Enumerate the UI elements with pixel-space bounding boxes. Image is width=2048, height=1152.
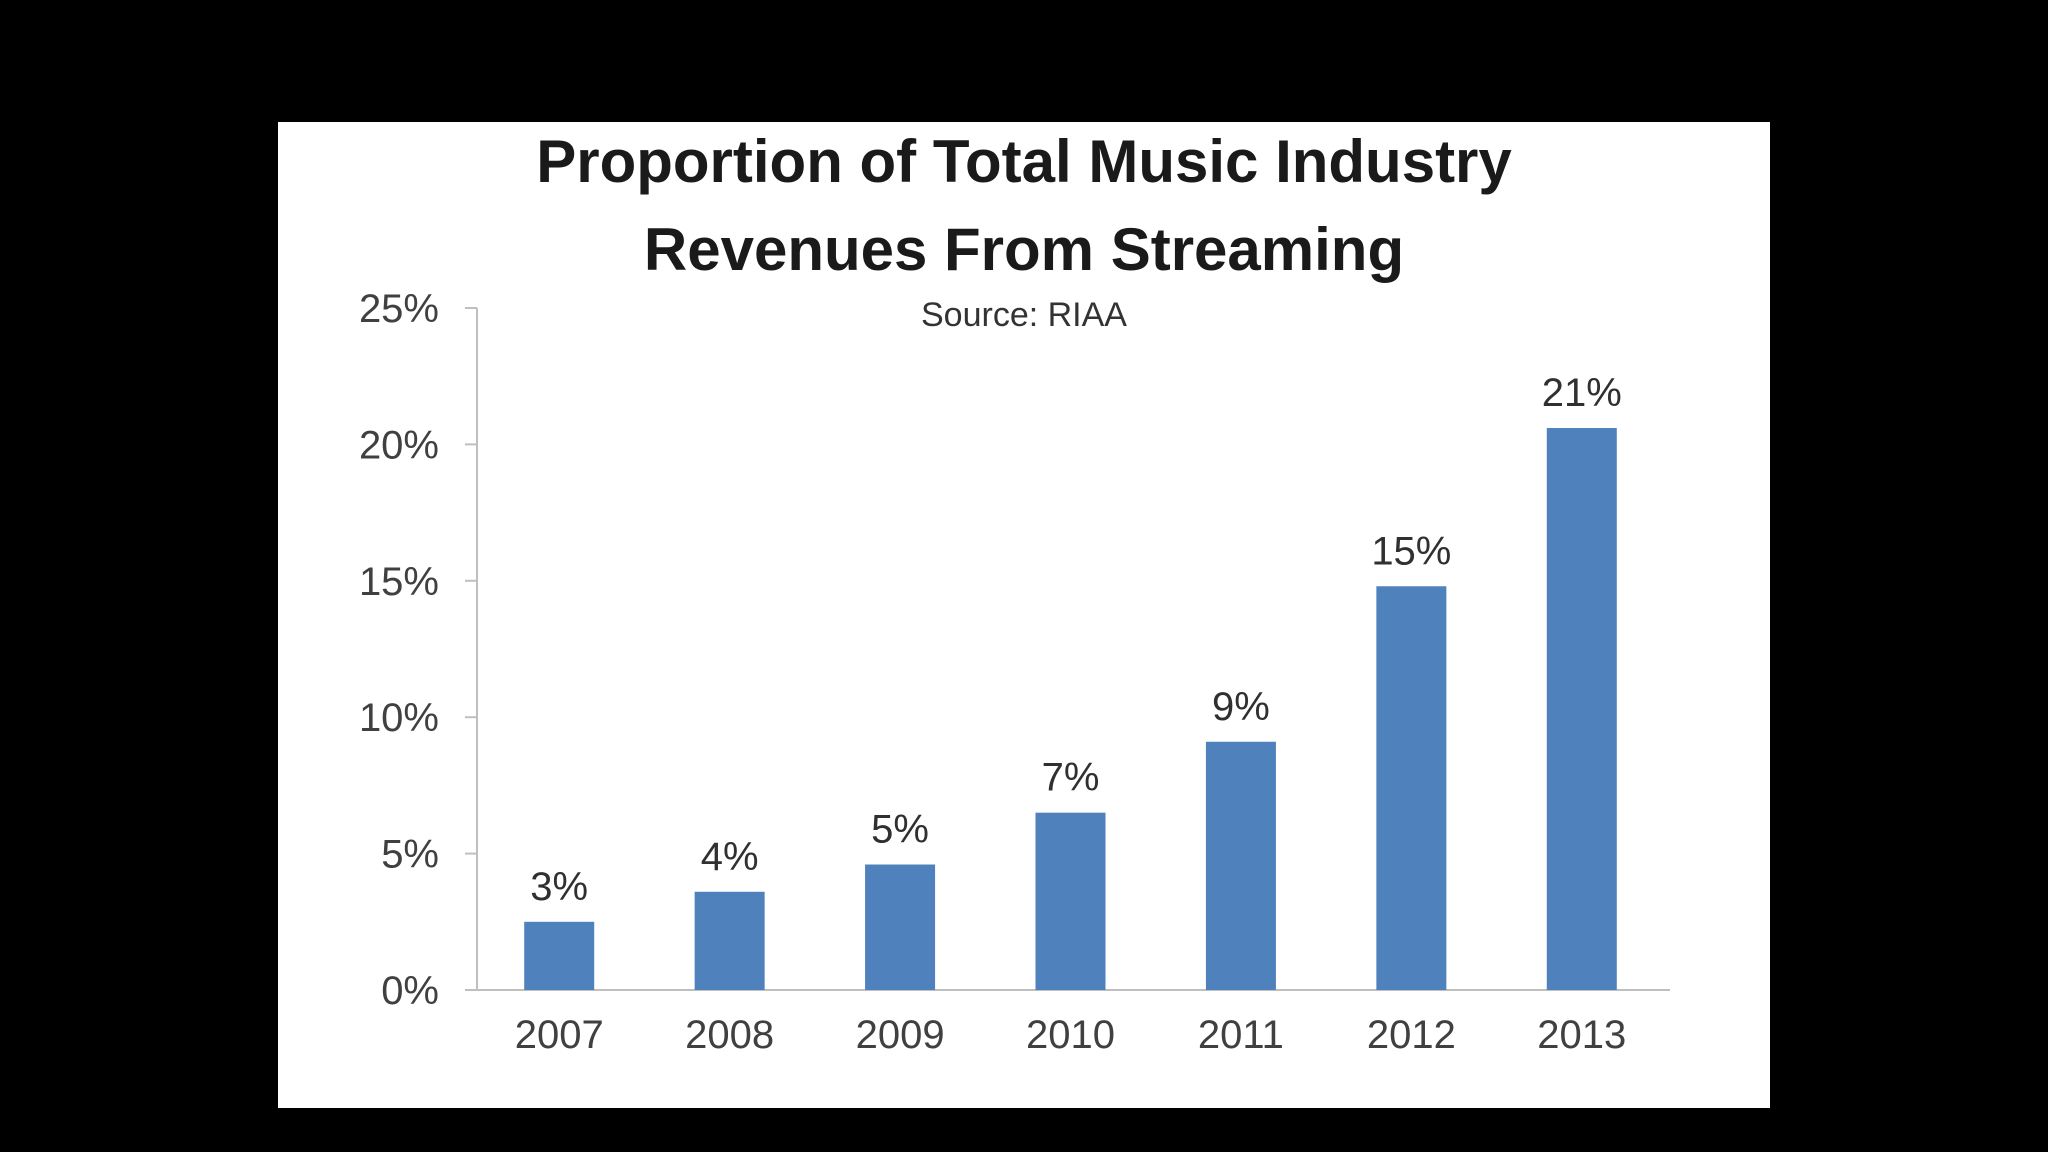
- x-tick-label: 2012: [1367, 1013, 1456, 1057]
- bar: [1376, 586, 1447, 990]
- x-tick-label: 2011: [1198, 1013, 1284, 1057]
- bar: [865, 864, 936, 990]
- data-label: 9%: [1212, 685, 1270, 729]
- data-label: 4%: [701, 835, 759, 879]
- bar: [1546, 428, 1617, 991]
- y-tick-label: 20%: [359, 423, 439, 467]
- data-label: 3%: [530, 865, 588, 909]
- y-tick-label: 0%: [381, 969, 439, 1013]
- data-label: 5%: [871, 808, 929, 852]
- x-tick-label: 2009: [856, 1013, 945, 1057]
- x-tick-label: 2013: [1537, 1013, 1626, 1057]
- bar: [694, 891, 765, 990]
- bar: [524, 921, 595, 990]
- data-label: 21%: [1542, 371, 1622, 415]
- bar: [1205, 741, 1276, 990]
- chart-subtitle: Source: RIAA: [921, 296, 1127, 334]
- data-label: 7%: [1042, 756, 1100, 800]
- bar: [1035, 812, 1106, 990]
- y-tick-label: 15%: [359, 560, 439, 604]
- data-label: 15%: [1371, 529, 1451, 573]
- x-tick-label: 2010: [1026, 1013, 1115, 1057]
- chart-title-line-2: Revenues From Streaming: [643, 216, 1405, 283]
- y-tick-label: 5%: [381, 833, 439, 877]
- x-tick-label: 2007: [515, 1013, 604, 1057]
- chart-title-line-1: Proportion of Total Music Industry: [536, 128, 1512, 195]
- y-tick-label: 25%: [359, 287, 439, 331]
- y-tick-label: 10%: [359, 696, 439, 740]
- x-tick-label: 2008: [685, 1013, 774, 1057]
